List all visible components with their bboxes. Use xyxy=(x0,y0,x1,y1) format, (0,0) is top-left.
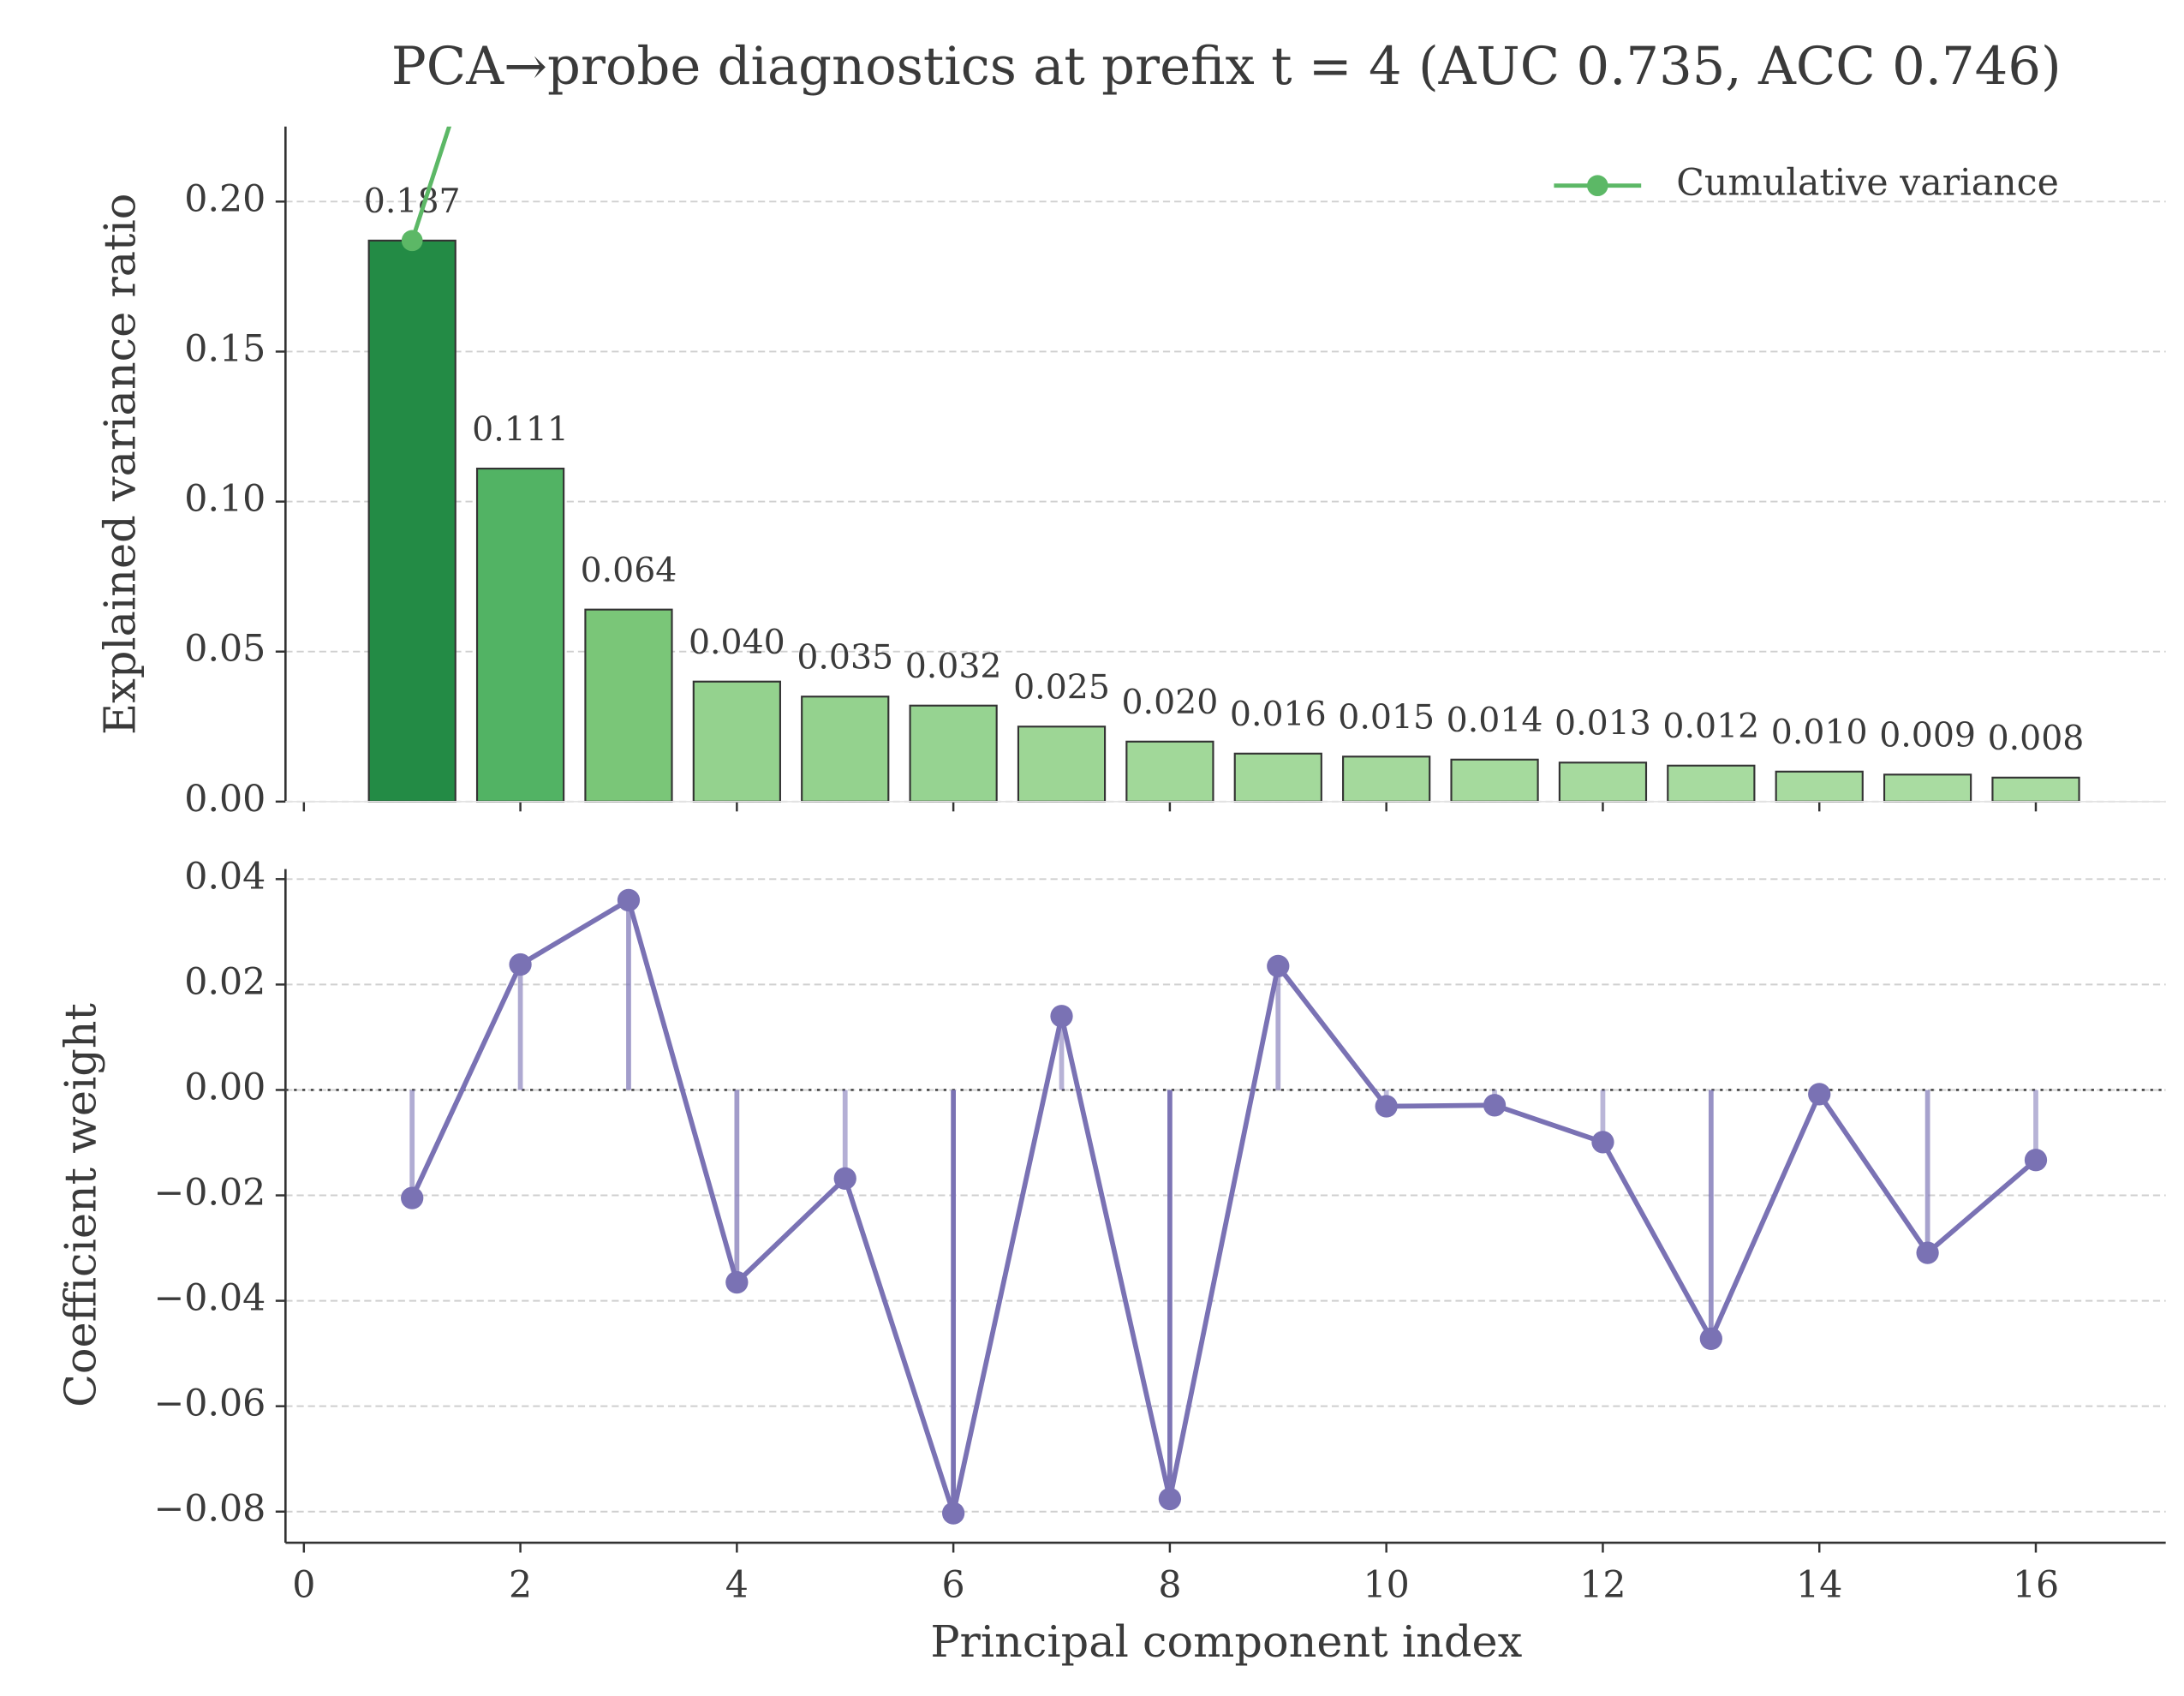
value-label: 0.064 xyxy=(581,551,677,590)
weight-marker xyxy=(1916,1241,1939,1264)
y-tick-label: −0.04 xyxy=(154,1277,266,1320)
bar xyxy=(584,608,673,803)
bar xyxy=(1450,758,1539,803)
value-label: 0.014 xyxy=(1447,701,1543,740)
weight-marker xyxy=(941,1502,965,1525)
value-label: 0.012 xyxy=(1662,707,1759,746)
y-tick-label: −0.08 xyxy=(154,1488,266,1531)
x-axis-label: Principal component index xyxy=(930,1617,1522,1668)
x-tick-label: 14 xyxy=(1796,1564,1842,1607)
bar xyxy=(1125,740,1214,803)
value-label: 0.016 xyxy=(1230,695,1327,734)
bar xyxy=(1883,773,1972,803)
x-tick-label: 4 xyxy=(725,1564,749,1607)
value-label: 0.008 xyxy=(1988,719,2085,758)
bar xyxy=(1775,770,1864,803)
y-tick-label: 0.15 xyxy=(184,327,266,370)
weight-marker xyxy=(1591,1131,1614,1154)
bar xyxy=(692,680,781,803)
bar xyxy=(801,696,890,803)
value-label: 0.015 xyxy=(1338,698,1435,738)
value-label: 0.009 xyxy=(1879,716,1976,755)
weight-marker xyxy=(617,888,641,912)
value-label: 0.187 xyxy=(364,182,461,221)
line-layer xyxy=(401,126,452,252)
y-tick-label: 0.00 xyxy=(184,778,266,821)
weight-marker xyxy=(2024,1149,2048,1172)
y-tick-label: 0.20 xyxy=(184,177,266,220)
weight-marker xyxy=(1483,1094,1507,1117)
weight-line xyxy=(409,896,2038,1523)
y-tick-label: 0.00 xyxy=(184,1066,266,1108)
x-tick-label: 0 xyxy=(292,1564,315,1607)
bar xyxy=(1991,776,2080,803)
x-tick-label: 12 xyxy=(1579,1564,1626,1607)
weight-marker xyxy=(1375,1095,1398,1118)
x-tick-label: 16 xyxy=(2013,1564,2059,1607)
legend-label: Cumulative variance xyxy=(1676,162,2059,205)
weight-marker xyxy=(509,953,532,976)
y-tick-label: −0.02 xyxy=(154,1172,266,1215)
weight-marker xyxy=(401,1186,424,1209)
x-tick-label: 6 xyxy=(942,1564,965,1607)
value-label: 0.025 xyxy=(1013,668,1110,708)
value-label: 0.020 xyxy=(1122,683,1219,722)
value-label: 0.035 xyxy=(797,638,893,678)
bar xyxy=(1558,761,1648,803)
y-axis-label: Coefficient weight xyxy=(57,1002,107,1407)
y-tick-label: 0.10 xyxy=(184,478,266,521)
weight-marker xyxy=(1699,1327,1722,1351)
bar xyxy=(367,239,456,803)
bar xyxy=(1342,755,1431,803)
y-tick-label: 0.05 xyxy=(184,628,266,671)
y-tick-label: 0.02 xyxy=(184,960,266,1003)
bar xyxy=(1233,752,1322,803)
value-label: 0.111 xyxy=(472,409,569,449)
weight-marker xyxy=(1050,1005,1073,1028)
value-label: 0.010 xyxy=(1771,713,1868,752)
bar xyxy=(475,467,565,803)
weight-marker xyxy=(833,1167,856,1190)
value-label: 0.040 xyxy=(689,623,785,662)
x-tick-label: 2 xyxy=(509,1564,532,1607)
weight-marker xyxy=(1158,1487,1182,1511)
value-label: 0.032 xyxy=(905,647,1002,686)
legend-marker xyxy=(1586,175,1608,197)
bar xyxy=(909,704,998,803)
weight-marker xyxy=(1808,1083,1831,1106)
value-label: 0.013 xyxy=(1554,704,1651,743)
y-tick-label: 0.04 xyxy=(184,855,266,898)
weight-marker xyxy=(725,1270,749,1294)
y-tick-label: −0.06 xyxy=(154,1382,266,1425)
bar xyxy=(1667,764,1756,803)
chart-title: PCA→probe diagnostics at prefix t = 4 (A… xyxy=(391,37,2062,97)
weight-marker xyxy=(1267,954,1290,977)
x-tick-label: 8 xyxy=(1158,1564,1181,1607)
x-tick-label: 10 xyxy=(1364,1564,1410,1607)
line-marker xyxy=(401,230,423,252)
y-axis-label: Explained variance ratio xyxy=(95,194,146,735)
bar xyxy=(1017,726,1107,803)
